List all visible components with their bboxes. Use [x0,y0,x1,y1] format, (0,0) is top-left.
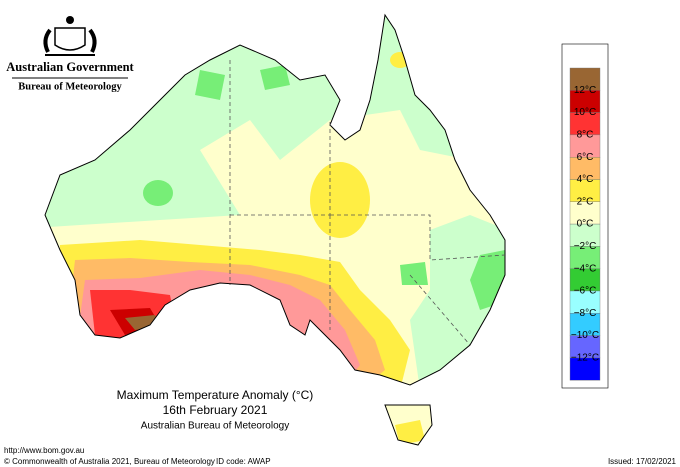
map-date: 16th February 2021 [163,403,268,417]
government-name: Australian Government [6,60,134,74]
state-borders [229,60,506,346]
legend: 12°C 10°C 8°C 6°C 4°C 2°C 0°C −2°C −4°C −6°C −8°C −… [561,43,609,389]
map-title: Maximum Temperature Anomaly (°C) [117,388,314,402]
coastline [44,13,506,446]
crest [43,16,97,56]
footer-issued: Issued: 17/02/2021 [608,457,677,466]
legend-label: −8°C [574,308,597,319]
legend-swatch [569,357,601,381]
legend-label: −12°C [571,353,599,364]
legend-label: −10°C [571,330,599,341]
legend-label: −6°C [574,286,597,297]
footer-copyright: © Commonwealth of Australia 2021, Bureau… [4,457,215,466]
footer-id-code: ID code: AWAP [216,457,271,466]
footer-url: http://www.bom.gov.au [4,446,84,455]
legend-label: 4°C [577,174,594,185]
legend-label: 10°C [574,107,596,118]
legend-label: 0°C [577,219,594,230]
bureau-name: Bureau of Meteorology [18,81,122,92]
legend-label: 6°C [577,152,594,163]
legend-label: 2°C [577,196,594,207]
legend-label: 8°C [577,130,594,141]
legend-label: −2°C [574,241,597,252]
legend-label: 12°C [574,85,596,96]
map-source: Australian Bureau of Meteorology [141,421,289,432]
legend-label: −4°C [574,263,597,274]
